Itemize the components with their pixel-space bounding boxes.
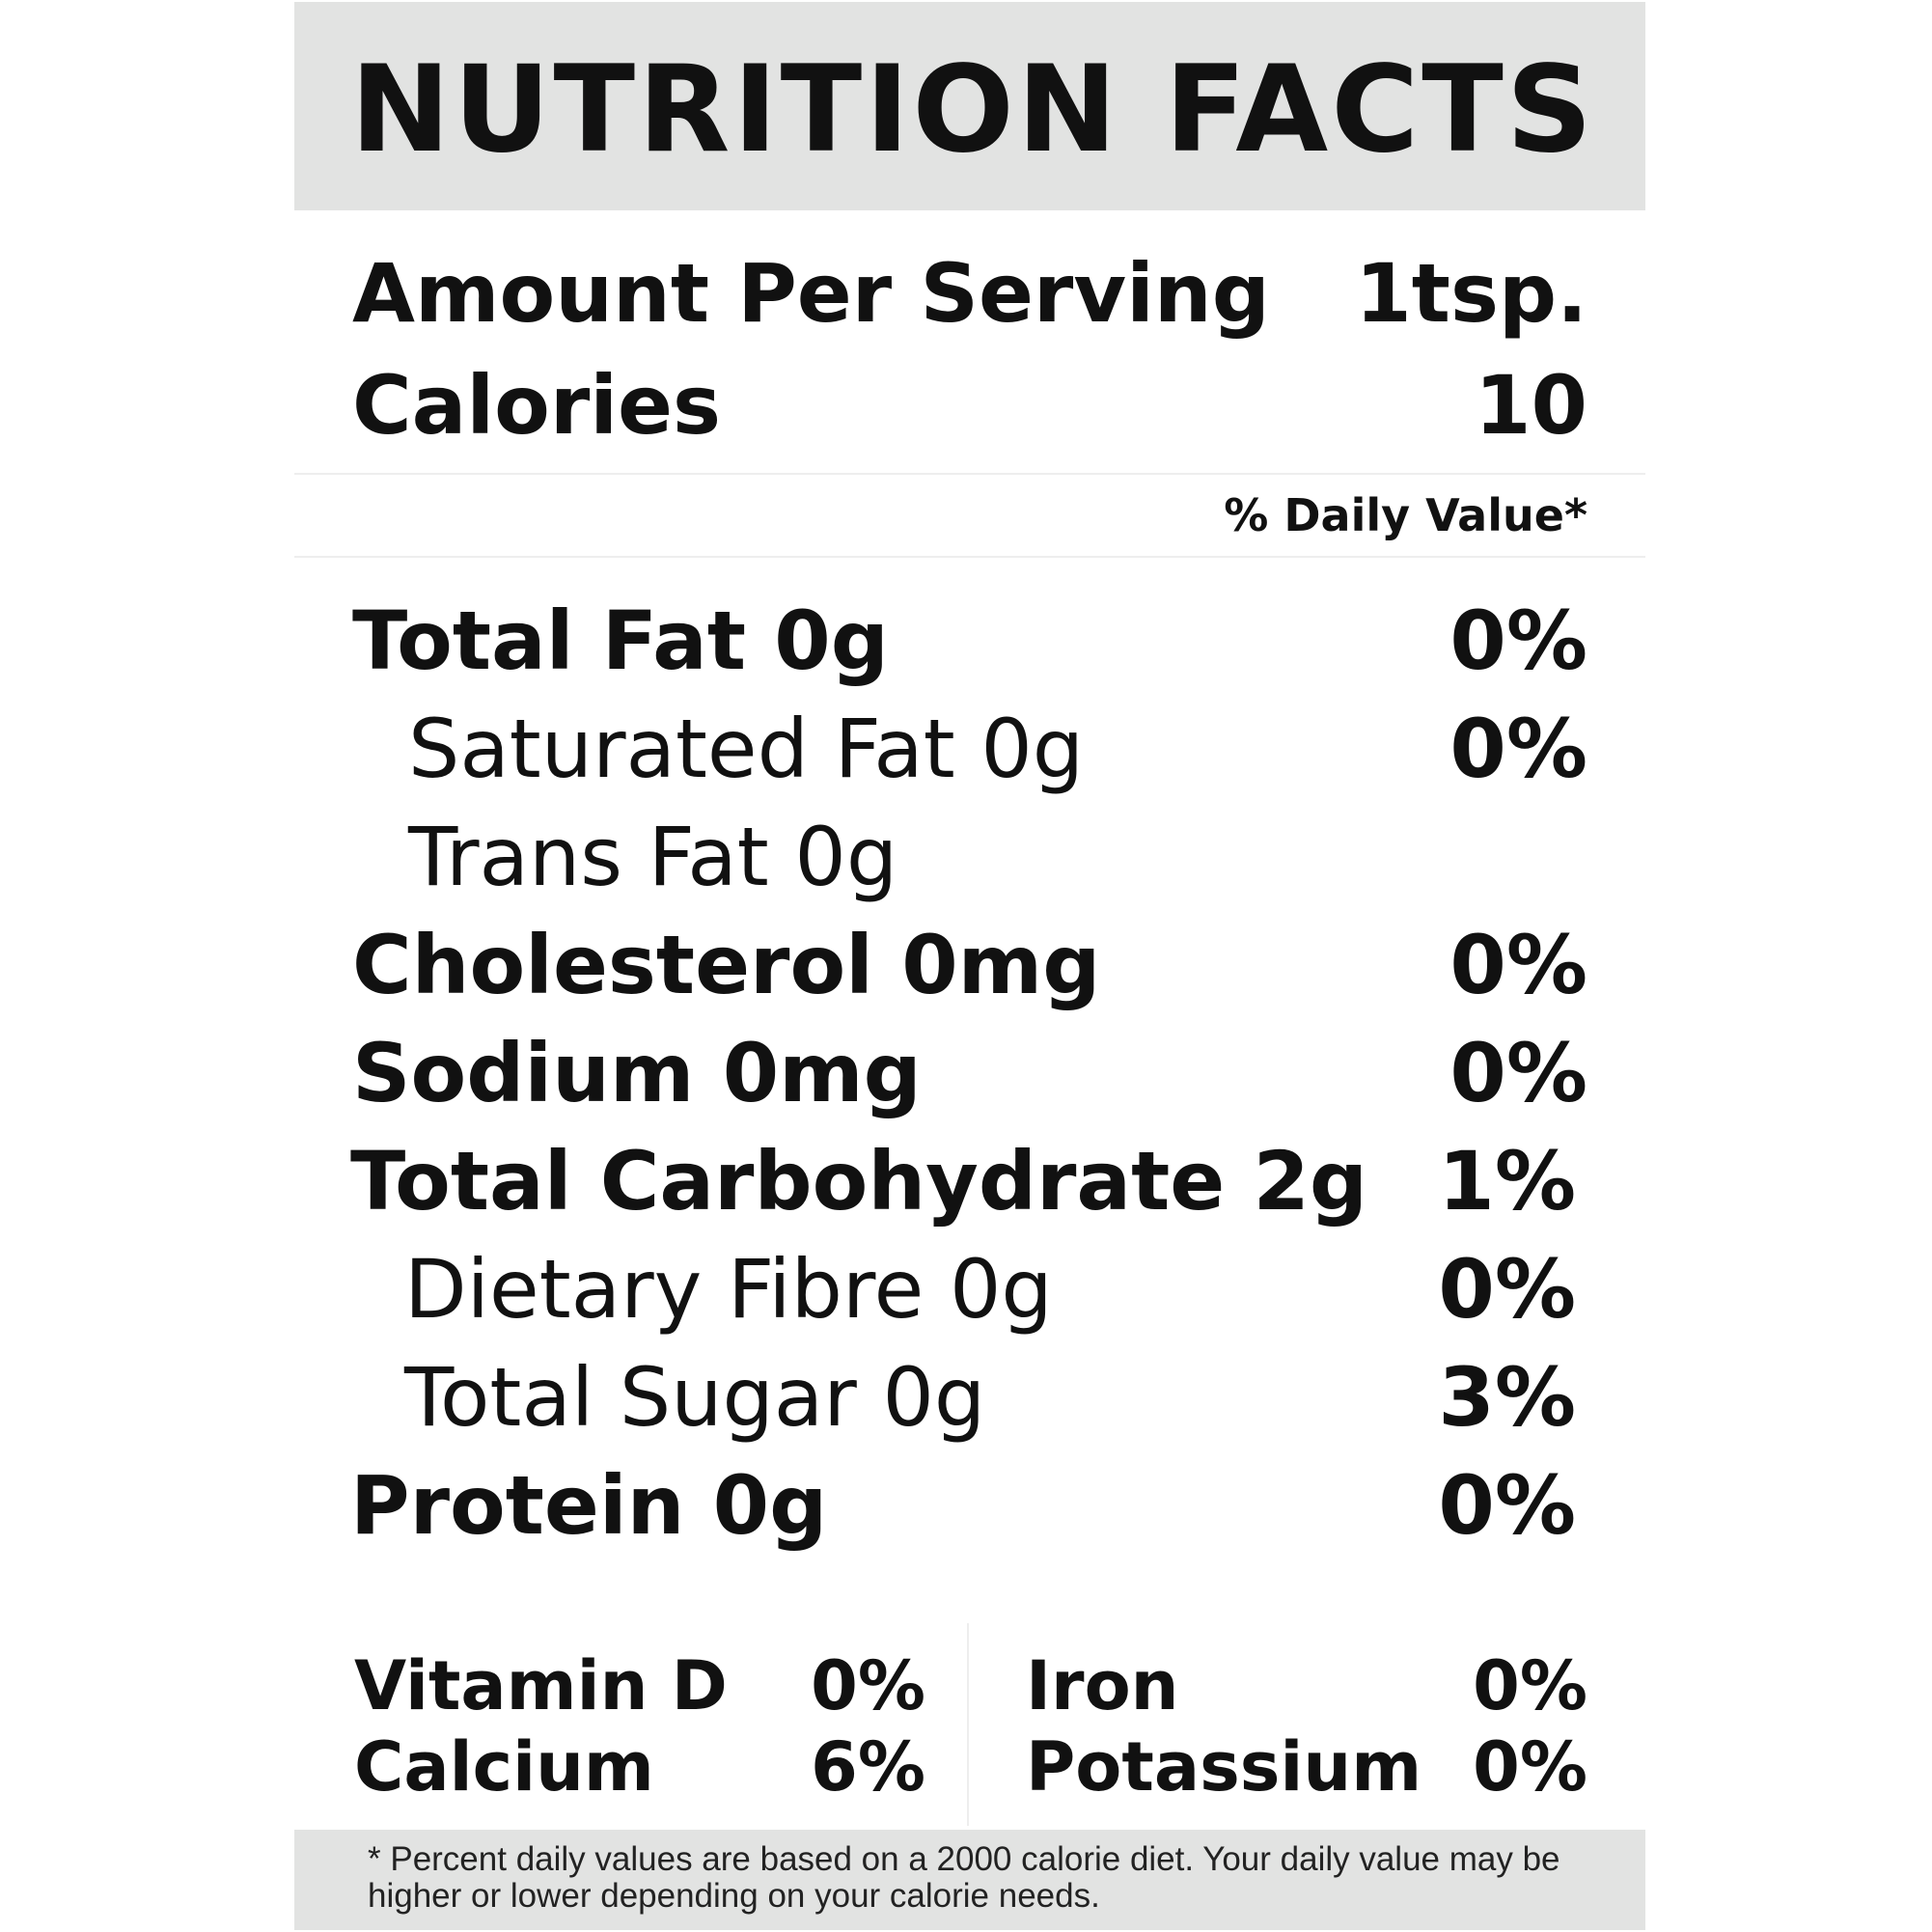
- nutrient-name: Total Fat 0g: [352, 593, 889, 688]
- serving-value: 1tsp.: [1355, 246, 1587, 341]
- label-footer: * Percent daily values are based on a 20…: [294, 1830, 1645, 1930]
- calories-value: 10: [1475, 358, 1587, 453]
- vitamin-name: Calcium: [354, 1727, 654, 1807]
- daily-value-header: % Daily Value*: [1224, 489, 1587, 541]
- vitamins-divider: [967, 1623, 969, 1826]
- label-title: NUTRITION FACTS: [350, 41, 1596, 179]
- vitamin-dv: 0%: [1473, 1646, 1587, 1725]
- nutrition-label: NUTRITION FACTS Amount Per Serving 1tsp.…: [294, 2, 1645, 1930]
- nutrient-name: Protein 0g: [350, 1458, 828, 1553]
- nutrient-name: Sodium 0mg: [352, 1026, 922, 1120]
- nutrient-dv: 0%: [1438, 1458, 1576, 1553]
- nutrient-dv: 0%: [1449, 593, 1587, 688]
- nutrient-name: Trans Fat 0g: [408, 810, 898, 904]
- label-header: NUTRITION FACTS: [294, 2, 1645, 210]
- nutrient-dv: 0%: [1449, 1026, 1587, 1120]
- nutrient-name: Dietary Fibre 0g: [404, 1242, 1053, 1337]
- nutrient-name: Total Carbohydrate 2g: [350, 1134, 1368, 1228]
- vitamin-dv: 0%: [811, 1646, 925, 1725]
- nutrient-name: Total Sugar 0g: [404, 1350, 986, 1445]
- serving-label: Amount Per Serving: [352, 246, 1270, 341]
- nutrient-dv: 3%: [1438, 1350, 1576, 1445]
- serving-section: Amount Per Serving 1tsp. Calories 10: [294, 216, 1645, 475]
- vitamin-name: Iron: [1026, 1646, 1179, 1725]
- nutrient-dv: 1%: [1438, 1134, 1576, 1228]
- vitamin-dv: 0%: [1473, 1727, 1587, 1807]
- vitamins-section: Vitamin D 0% Iron 0% Calcium 6% Potassiu…: [294, 1623, 1645, 1826]
- daily-value-header-row: % Daily Value*: [294, 475, 1645, 558]
- vitamin-name: Potassium: [1026, 1727, 1422, 1807]
- nutrient-name: Saturated Fat 0g: [408, 702, 1085, 796]
- nutrient-dv: 0%: [1449, 918, 1587, 1012]
- vitamin-name: Vitamin D: [354, 1646, 728, 1725]
- nutrient-dv: 0%: [1449, 702, 1587, 796]
- nutrient-dv: 0%: [1438, 1242, 1576, 1337]
- vitamin-dv: 6%: [811, 1727, 925, 1807]
- calories-label: Calories: [352, 358, 722, 453]
- footnote: * Percent daily values are based on a 20…: [368, 1840, 1560, 1915]
- nutrient-name: Cholesterol 0mg: [352, 918, 1101, 1012]
